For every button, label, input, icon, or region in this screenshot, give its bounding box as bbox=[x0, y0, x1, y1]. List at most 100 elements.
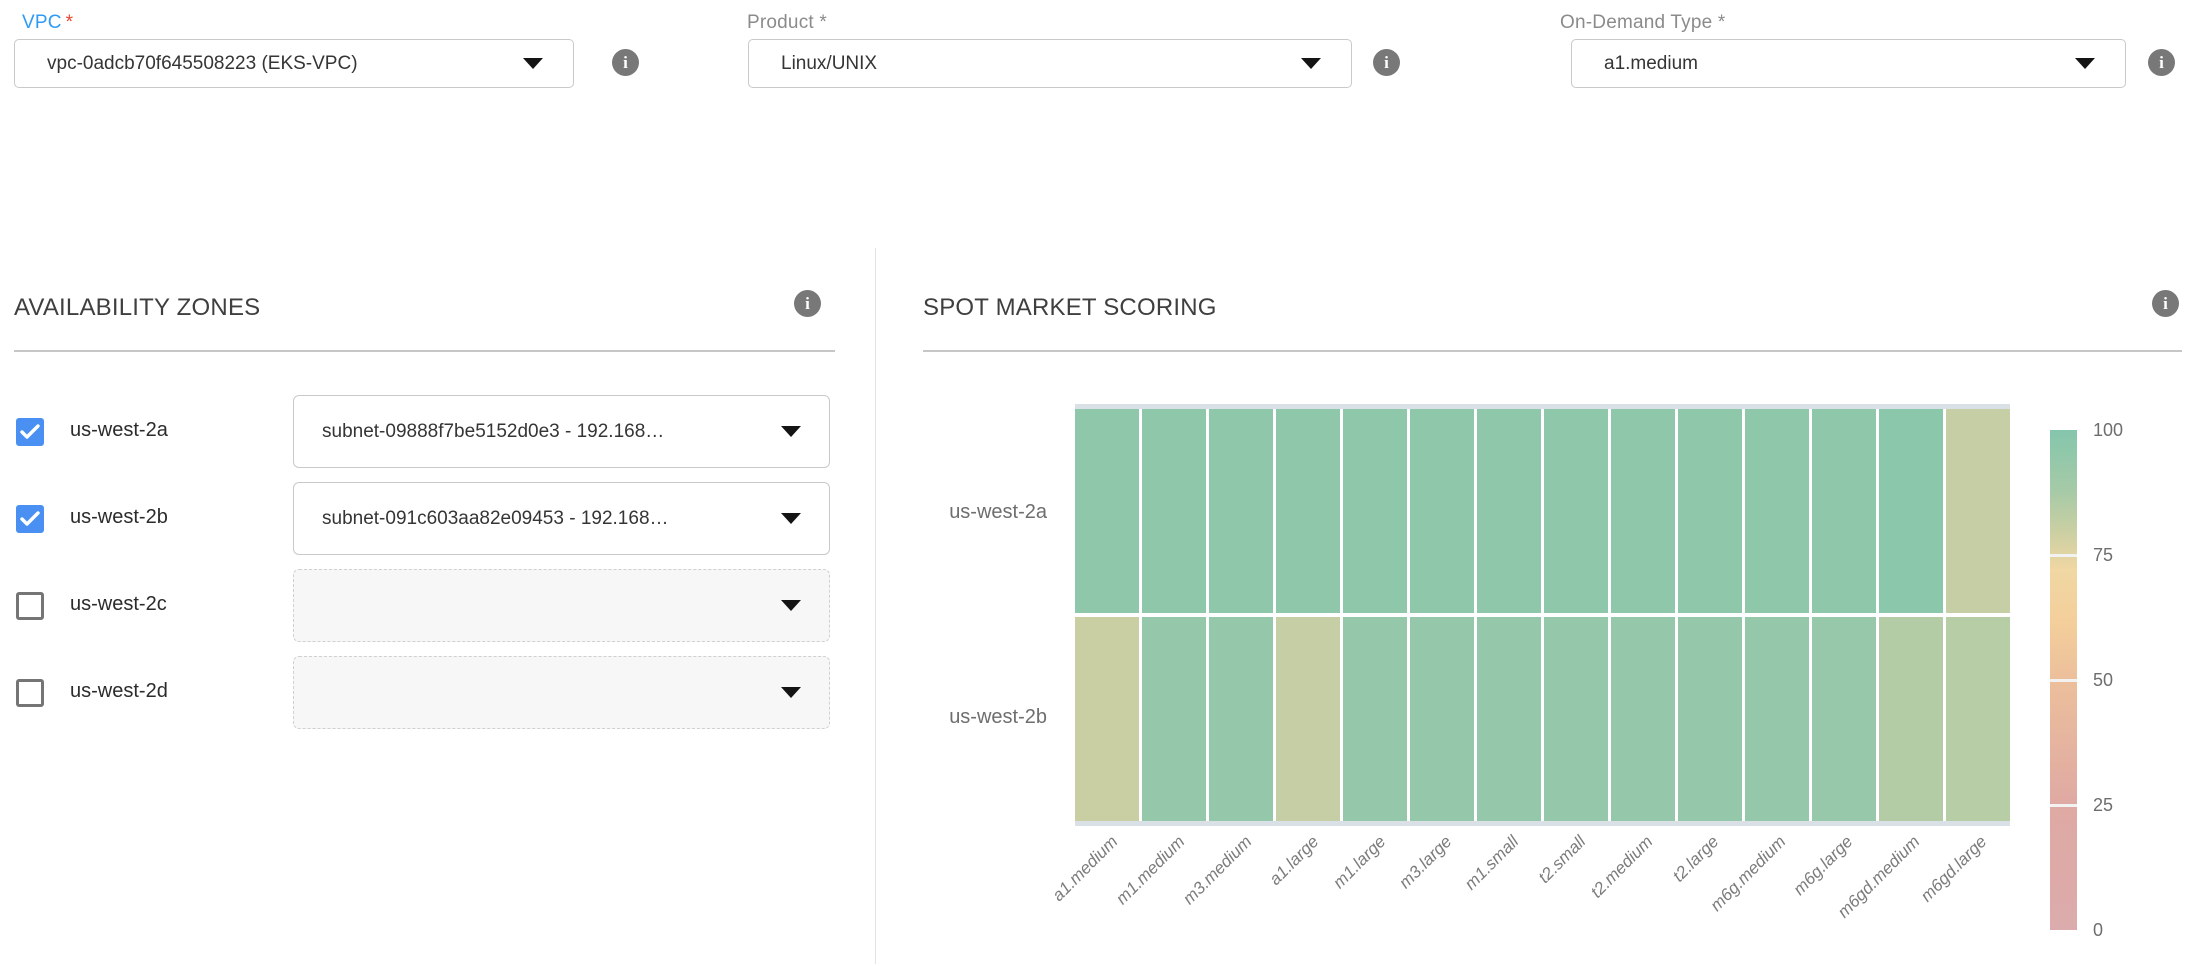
heatmap-xlabel-m1.small: m1.small bbox=[1389, 832, 1523, 966]
product-select[interactable]: Linux/UNIX bbox=[748, 39, 1352, 88]
heatmap-cell-us-west-2b-m1.small bbox=[1477, 617, 1541, 821]
zone-row-us-west-2c: us-west-2c bbox=[0, 569, 875, 642]
subnet-select-value: subnet-09888f7be5152d0e3 - 192.168… bbox=[322, 421, 765, 443]
on-demand-type-label: On-Demand Type * bbox=[1560, 12, 1726, 34]
chevron-down-icon bbox=[781, 513, 801, 524]
heatmap-xlabel-m6g.large: m6g.large bbox=[1723, 832, 1857, 966]
heatmap-cell-us-west-2b-m3.large bbox=[1410, 617, 1474, 821]
heatmap-cell-us-west-2a-m6gd.medium bbox=[1879, 409, 1943, 613]
colorbar-label-25: 25 bbox=[2093, 794, 2113, 816]
chevron-down-icon bbox=[781, 426, 801, 437]
heatmap-cell-us-west-2b-a1.large bbox=[1276, 617, 1340, 821]
vpc-required-asterisk: * bbox=[66, 12, 74, 33]
heatmap-cell-us-west-2b-m6gd.large bbox=[1946, 617, 2010, 821]
product-info-icon[interactable]: i bbox=[1373, 49, 1400, 76]
chevron-down-icon bbox=[1301, 58, 1321, 69]
heatmap-xlabel-m3.large: m3.large bbox=[1322, 832, 1456, 966]
vpc-select-value: vpc-0adcb70f645508223 (EKS-VPC) bbox=[47, 53, 507, 75]
zone-checkbox-us-west-2d[interactable] bbox=[16, 679, 44, 707]
heatmap-cell-us-west-2a-t2.large bbox=[1678, 409, 1742, 613]
colorbar-label-0: 0 bbox=[2093, 919, 2103, 941]
heatmap-cell-us-west-2b-a1.medium bbox=[1075, 617, 1139, 821]
subnet-select-us-west-2a[interactable]: subnet-09888f7be5152d0e3 - 192.168… bbox=[293, 395, 830, 468]
zone-checkbox-us-west-2b[interactable] bbox=[16, 505, 44, 533]
heatmap-xlabel-a1.medium: a1.medium bbox=[988, 832, 1122, 966]
subnet-select-us-west-2b[interactable]: subnet-091c603aa82e09453 - 192.168… bbox=[293, 482, 830, 555]
heatmap-cell-us-west-2a-m1.small bbox=[1477, 409, 1541, 613]
spot-market-scoring-title: SPOT MARKET SCORING bbox=[923, 294, 1217, 322]
heatmap-cell-us-west-2b-m6g.large bbox=[1812, 617, 1876, 821]
colorbar-label-75: 75 bbox=[2093, 544, 2113, 566]
chevron-down-icon bbox=[781, 600, 801, 611]
zone-name: us-west-2a bbox=[70, 419, 168, 442]
heatmap-xlabel-t2.large: t2.large bbox=[1589, 832, 1723, 966]
heatmap-cell-us-west-2a-m6g.large bbox=[1812, 409, 1876, 613]
heatmap-cell-us-west-2b-m1.medium bbox=[1142, 617, 1206, 821]
colorbar-label-50: 50 bbox=[2093, 669, 2113, 691]
colorbar-tick-25 bbox=[2050, 804, 2077, 807]
vpc-select[interactable]: vpc-0adcb70f645508223 (EKS-VPC) bbox=[14, 39, 574, 88]
heatmap-xlabel-a1.large: a1.large bbox=[1189, 832, 1323, 966]
heatmap-cell-us-west-2a-a1.medium bbox=[1075, 409, 1139, 613]
chevron-down-icon bbox=[781, 687, 801, 698]
heatmap-cell-us-west-2a-m1.medium bbox=[1142, 409, 1206, 613]
heatmap-cell-us-west-2b-m1.large bbox=[1343, 617, 1407, 821]
spot-market-scoring-heatmap: us-west-2aus-west-2b a1.mediumm1.mediumm… bbox=[875, 352, 2196, 964]
zone-name: us-west-2c bbox=[70, 593, 167, 616]
on-demand-type-select-value: a1.medium bbox=[1604, 53, 2059, 75]
colorbar-label-100: 100 bbox=[2093, 419, 2123, 441]
availability-zones-title: AVAILABILITY ZONES bbox=[14, 294, 260, 322]
product-label: Product * bbox=[747, 12, 827, 34]
chevron-down-icon bbox=[523, 58, 543, 69]
heatmap-cell-us-west-2b-t2.medium bbox=[1611, 617, 1675, 821]
heatmap-cell-us-west-2a-m3.large bbox=[1410, 409, 1474, 613]
product-select-value: Linux/UNIX bbox=[781, 53, 1285, 75]
heatmap-ylabel-us-west-2a: us-west-2a bbox=[875, 501, 1047, 523]
checkmark-icon bbox=[20, 511, 40, 527]
heatmap-xlabel-m1.medium: m1.medium bbox=[1055, 832, 1189, 966]
vpc-label-text: VPC bbox=[22, 12, 62, 33]
heatmap-cell-us-west-2a-m3.medium bbox=[1209, 409, 1273, 613]
heatmap-ylabel-us-west-2b: us-west-2b bbox=[875, 706, 1047, 728]
heatmap-cell-us-west-2a-m6g.medium bbox=[1745, 409, 1809, 613]
subnet-select-value: subnet-091c603aa82e09453 - 192.168… bbox=[322, 508, 765, 530]
heatmap-xlabel-t2.small: t2.small bbox=[1456, 832, 1590, 966]
heatmap-cell-us-west-2b-m6g.medium bbox=[1745, 617, 1809, 821]
on-demand-type-info-icon[interactable]: i bbox=[2148, 49, 2175, 76]
heatmap-cell-us-west-2b-t2.large bbox=[1678, 617, 1742, 821]
on-demand-type-select[interactable]: a1.medium bbox=[1571, 39, 2126, 88]
heatmap-xlabel-t2.medium: t2.medium bbox=[1522, 832, 1656, 966]
heatmap-colorbar bbox=[2050, 430, 2077, 930]
checkmark-icon bbox=[20, 424, 40, 440]
vpc-label: VPC* bbox=[22, 12, 73, 34]
zone-row-us-west-2a: us-west-2a subnet-09888f7be5152d0e3 - 19… bbox=[0, 395, 875, 468]
heatmap-cell-us-west-2b-m6gd.medium bbox=[1879, 617, 1943, 821]
heatmap-grid bbox=[1075, 404, 2010, 826]
heatmap-cell-us-west-2b-m3.medium bbox=[1209, 617, 1273, 821]
heatmap-cell-us-west-2a-t2.medium bbox=[1611, 409, 1675, 613]
zone-name: us-west-2d bbox=[70, 680, 168, 703]
chevron-down-icon bbox=[2075, 58, 2095, 69]
heatmap-xlabel-m3.medium: m3.medium bbox=[1122, 832, 1256, 966]
zone-checkbox-us-west-2c[interactable] bbox=[16, 592, 44, 620]
heatmap-xlabel-m6g.medium: m6g.medium bbox=[1656, 832, 1790, 966]
zone-checkbox-us-west-2a[interactable] bbox=[16, 418, 44, 446]
zone-row-us-west-2d: us-west-2d bbox=[0, 656, 875, 729]
vpc-info-icon[interactable]: i bbox=[612, 49, 639, 76]
zone-name: us-west-2b bbox=[70, 506, 168, 529]
subnet-select-us-west-2d[interactable] bbox=[293, 656, 830, 729]
heatmap-cell-us-west-2a-t2.small bbox=[1544, 409, 1608, 613]
colorbar-tick-50 bbox=[2050, 679, 2077, 682]
colorbar-tick-75 bbox=[2050, 554, 2077, 557]
heatmap-cell-us-west-2a-m6gd.large bbox=[1946, 409, 2010, 613]
heatmap-cell-us-west-2a-m1.large bbox=[1343, 409, 1407, 613]
zone-row-us-west-2b: us-west-2b subnet-091c603aa82e09453 - 19… bbox=[0, 482, 875, 555]
heatmap-cell-us-west-2a-a1.large bbox=[1276, 409, 1340, 613]
availability-zones-info-icon[interactable]: i bbox=[794, 290, 821, 317]
heatmap-xlabel-m1.large: m1.large bbox=[1255, 832, 1389, 966]
subnet-select-us-west-2c[interactable] bbox=[293, 569, 830, 642]
heatmap-xlabel-m6gd.large: m6gd.large bbox=[1856, 832, 1990, 966]
heatmap-xlabel-m6gd.medium: m6gd.medium bbox=[1790, 832, 1924, 966]
spot-market-scoring-info-icon[interactable]: i bbox=[2152, 290, 2179, 317]
availability-zones-underline bbox=[14, 350, 835, 352]
